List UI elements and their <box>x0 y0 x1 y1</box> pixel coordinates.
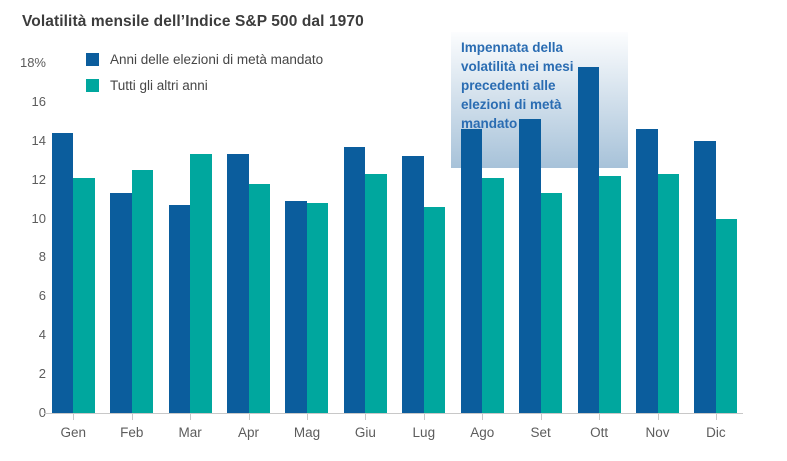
legend-item-other-years: Tutti gli altri anni <box>86 78 323 93</box>
x-axis-label-lug: Lug <box>412 425 436 440</box>
y-axis-tick-0: 0 <box>38 405 46 420</box>
x-axis-tick-ott <box>599 414 601 420</box>
bar-gen-other <box>73 177 95 413</box>
x-axis-tick-feb <box>131 414 133 420</box>
x-axis-label-feb: Feb <box>120 425 144 440</box>
y-axis-tick-12: 12 <box>31 171 46 187</box>
x-axis-label-giu: Giu <box>354 425 376 440</box>
x-axis-label-set: Set <box>530 425 551 440</box>
x-axis-tick-giu <box>365 414 367 420</box>
bar-feb-midterm <box>110 193 132 413</box>
x-axis-label-dic: Dic <box>706 425 726 440</box>
bar-ago-other <box>482 177 504 413</box>
bar-set-midterm <box>519 119 541 413</box>
x-axis-tick-mar <box>190 414 192 420</box>
bar-mag-other <box>306 203 329 413</box>
y-axis-tick-10: 10 <box>31 210 46 226</box>
x-axis-tick-ago <box>482 414 484 420</box>
chart-legend: Anni delle elezioni di metà mandato Tutt… <box>86 52 323 104</box>
chart-title: Volatilità mensile dell’Indice S&P 500 d… <box>22 13 364 30</box>
x-axis-line <box>44 413 743 414</box>
x-axis-tick-set <box>540 414 542 420</box>
legend-item-midterm-years: Anni delle elezioni di metà mandato <box>86 52 323 67</box>
bar-nov-midterm <box>636 129 658 413</box>
x-axis-tick-gen <box>73 414 75 420</box>
other-years-swatch-icon <box>86 79 99 92</box>
x-axis-label-apr: Apr <box>238 425 260 440</box>
y-axis-tick-6: 6 <box>38 288 46 304</box>
y-axis-tick-2: 2 <box>38 366 46 382</box>
y-axis-tick-4: 4 <box>38 327 46 343</box>
annotation-text: Impennata della volatilità nei mesi prec… <box>461 40 574 131</box>
midterm-years-swatch-icon <box>86 53 99 66</box>
bar-lug-midterm <box>402 156 424 413</box>
x-axis-tick-lug <box>423 414 425 420</box>
bar-feb-other <box>131 169 154 413</box>
y-axis-tick-18%: 18% <box>19 55 46 70</box>
y-axis-tick-14: 14 <box>31 132 46 148</box>
bar-apr-other <box>248 183 271 413</box>
bar-set-other <box>540 193 563 413</box>
x-axis-label-mag: Mag <box>293 425 321 440</box>
bar-ott-other <box>599 175 621 413</box>
bar-dic-other <box>715 218 738 413</box>
bar-mar-other <box>190 154 212 413</box>
x-axis-label-nov: Nov <box>645 425 670 440</box>
x-axis-tick-nov <box>657 414 659 420</box>
x-axis-tick-mag <box>306 414 308 420</box>
bar-nov-other <box>657 173 679 413</box>
bar-ott-midterm <box>577 66 600 413</box>
bar-giu-midterm <box>343 146 366 413</box>
y-axis-tick-8: 8 <box>38 249 46 265</box>
legend-label-other-years: Tutti gli altri anni <box>110 78 208 93</box>
bar-mar-midterm <box>168 204 191 413</box>
bar-lug-other <box>423 206 446 413</box>
y-axis-tick-16: 16 <box>31 93 46 109</box>
bar-gen-midterm <box>51 133 74 413</box>
x-axis-label-ott: Ott <box>590 425 609 440</box>
bar-apr-midterm <box>227 154 249 413</box>
bar-giu-other <box>365 173 387 413</box>
x-axis-label-gen: Gen <box>60 425 87 440</box>
x-axis-label-ago: Ago <box>470 425 495 440</box>
bar-dic-midterm <box>694 140 716 413</box>
x-axis-tick-dic <box>715 414 717 420</box>
x-axis-label-mar: Mar <box>178 425 202 440</box>
legend-label-midterm-years: Anni delle elezioni di metà mandato <box>110 52 324 67</box>
bar-ago-midterm <box>460 129 483 413</box>
bar-mag-midterm <box>285 201 307 413</box>
x-axis-tick-apr <box>248 414 250 420</box>
